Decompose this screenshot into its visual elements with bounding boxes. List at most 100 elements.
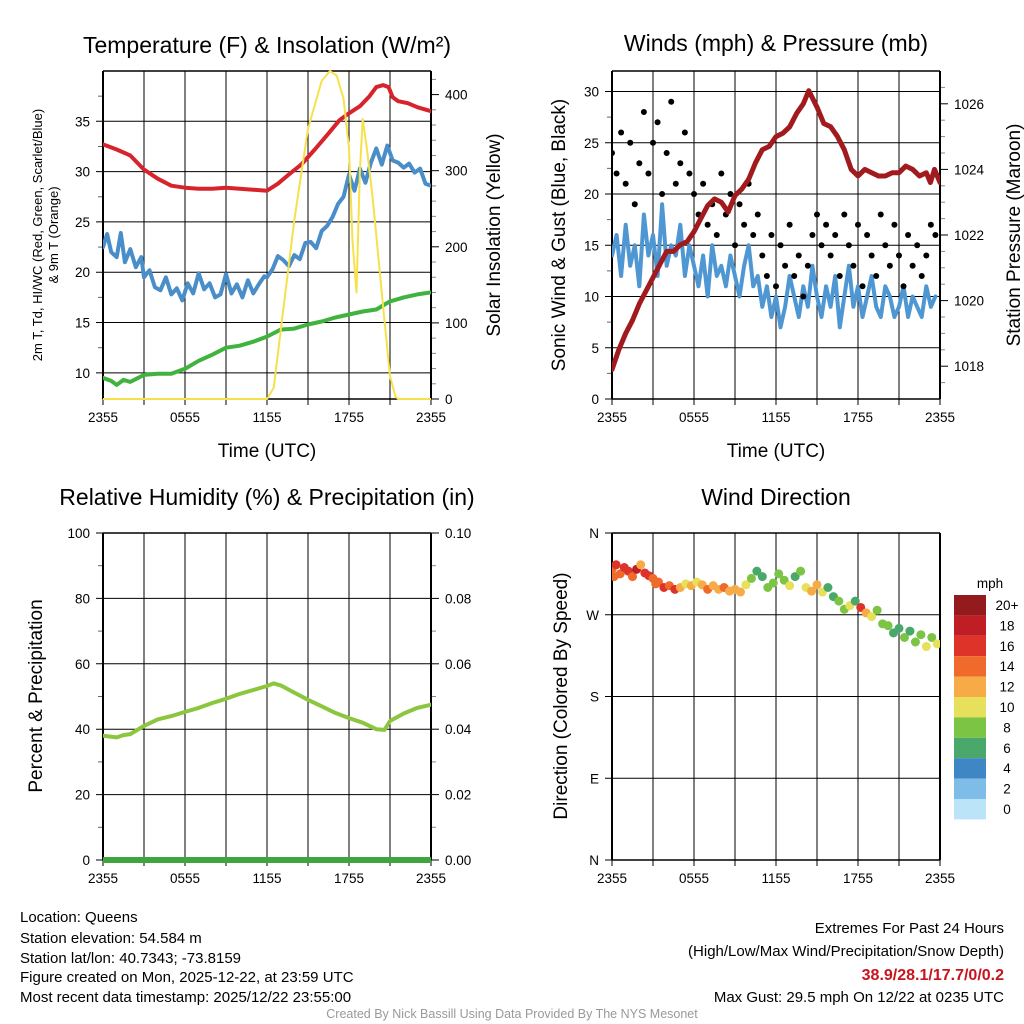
hi-wc-line — [103, 143, 431, 303]
direction-point — [905, 626, 915, 636]
gust-point — [772, 283, 779, 290]
gust-point — [636, 160, 643, 167]
colorbar-swatch — [954, 635, 986, 657]
pressure-line — [612, 88, 940, 372]
location-text: Location: Queens — [20, 909, 138, 926]
y-tick-label: 35 — [75, 114, 90, 129]
gust-point — [613, 170, 620, 177]
direction-point — [746, 573, 756, 583]
gust-point — [622, 180, 629, 187]
right-tick-label: 1020 — [954, 294, 984, 309]
gust-point — [850, 262, 857, 269]
gust-point — [813, 211, 820, 218]
colorbar-swatch — [954, 717, 986, 738]
gust-point — [864, 232, 871, 238]
colorbar-swatch — [954, 656, 986, 677]
extremes-title: Extremes For Past 24 Hours — [815, 920, 1004, 937]
direction-point — [921, 642, 931, 652]
y-tick-label: 20 — [584, 187, 599, 202]
x-tick-label: 2355 — [416, 410, 446, 425]
gust-point — [932, 232, 939, 238]
gust-point — [718, 170, 725, 177]
wind-panel-title: Winds (mph) & Pressure (mb) — [624, 30, 928, 56]
gust-point — [690, 191, 697, 197]
gust-point — [750, 232, 757, 238]
gust-point — [645, 170, 652, 177]
credit-text: Created By Nick Bassill Using Data Provi… — [326, 1007, 698, 1021]
y-tick-label: N — [589, 853, 599, 868]
direction-point — [850, 596, 860, 606]
right-tick-label: 300 — [445, 164, 468, 179]
y-tick-label: 0 — [591, 392, 599, 407]
solar-line — [103, 70, 431, 400]
x-tick-label: 2355 — [925, 410, 955, 425]
direction-point — [910, 637, 920, 647]
gust-point — [923, 252, 930, 259]
x-tick-label: 0555 — [679, 410, 709, 425]
gust-point — [854, 221, 861, 228]
gust-point — [640, 109, 647, 115]
right-tick-label: 0.10 — [445, 526, 471, 541]
right-tick-label: 1026 — [954, 97, 984, 112]
y-tick-label: 40 — [75, 722, 90, 737]
gust-point — [914, 242, 921, 249]
gust-point — [800, 293, 807, 300]
right-tick-label: 200 — [445, 240, 468, 255]
colorbar-swatch — [954, 778, 986, 799]
direction-point — [735, 587, 745, 597]
direction-point — [812, 580, 822, 590]
gust-point — [700, 180, 707, 187]
colorbar-swatch — [954, 676, 986, 697]
gust-point — [618, 129, 625, 136]
temp-panel-title: Temperature (F) & Insolation (W/m²) — [83, 32, 451, 58]
gust-point — [818, 242, 825, 249]
gust-point — [905, 232, 912, 238]
x-tick-label: 2355 — [88, 410, 118, 425]
series-layer — [612, 560, 940, 652]
td-line — [103, 290, 431, 387]
2m-t-line — [103, 83, 431, 193]
gust-point — [841, 211, 848, 218]
direction-point — [790, 572, 800, 582]
direction-point — [615, 569, 625, 579]
direction-point — [899, 632, 909, 642]
right-tick-label: 400 — [445, 88, 468, 103]
direction-point — [834, 596, 844, 606]
temp-ylabel-right: Solar Insolation (Yellow) — [484, 133, 505, 336]
direction-point — [774, 569, 784, 579]
colorbar-label: 2 — [1003, 782, 1011, 797]
y-tick-label: N — [589, 526, 599, 541]
temp-xlabel: Time (UTC) — [218, 441, 317, 462]
gust-point — [663, 150, 670, 156]
x-tick-label: 1755 — [843, 410, 873, 425]
gust-point — [877, 211, 884, 218]
right-tick-label: 0 — [445, 392, 453, 407]
colorbar-label: 18 — [999, 618, 1014, 633]
wind-panel: 2355 0555 1155 1755 2355 0 5 10 15 20 25 30 1018 1020… — [584, 70, 985, 425]
right-tick-label: 0.08 — [445, 591, 471, 606]
colorbar-swatch — [954, 697, 986, 718]
y-tick-label: 100 — [67, 526, 90, 541]
colorbar-label: 8 — [1003, 720, 1011, 735]
gust-point — [868, 252, 875, 259]
gust-point — [795, 252, 802, 259]
direction-point — [768, 578, 778, 588]
rh-panel-title: Relative Humidity (%) & Precipitation (i… — [59, 484, 474, 510]
direction-point — [636, 560, 646, 570]
y-tick-label: 0 — [82, 853, 90, 868]
right-tick-label: 1018 — [954, 359, 984, 374]
colorbar-label: 12 — [999, 680, 1014, 695]
y-tick-label: 20 — [75, 788, 90, 803]
direction-point — [916, 630, 926, 640]
colorbar-label: 0 — [1003, 802, 1011, 817]
gust-point — [677, 160, 684, 167]
extremes-subtitle: (High/Low/Max Wind/Precipitation/Snow De… — [688, 943, 1004, 960]
wind-ylabel-right: Station Pressure (Maroon) — [1004, 124, 1024, 347]
x-tick-label: 2355 — [88, 871, 118, 886]
x-tick-label: 1155 — [761, 410, 790, 425]
colorbar-label: 10 — [999, 700, 1014, 715]
temp-panel: 2355 0555 1155 1755 2355 10 15 20 25 30 35 0 100 200 3… — [75, 70, 468, 425]
right-tick-label: 0.02 — [445, 788, 471, 803]
colorbar-title: mph — [977, 576, 1003, 591]
